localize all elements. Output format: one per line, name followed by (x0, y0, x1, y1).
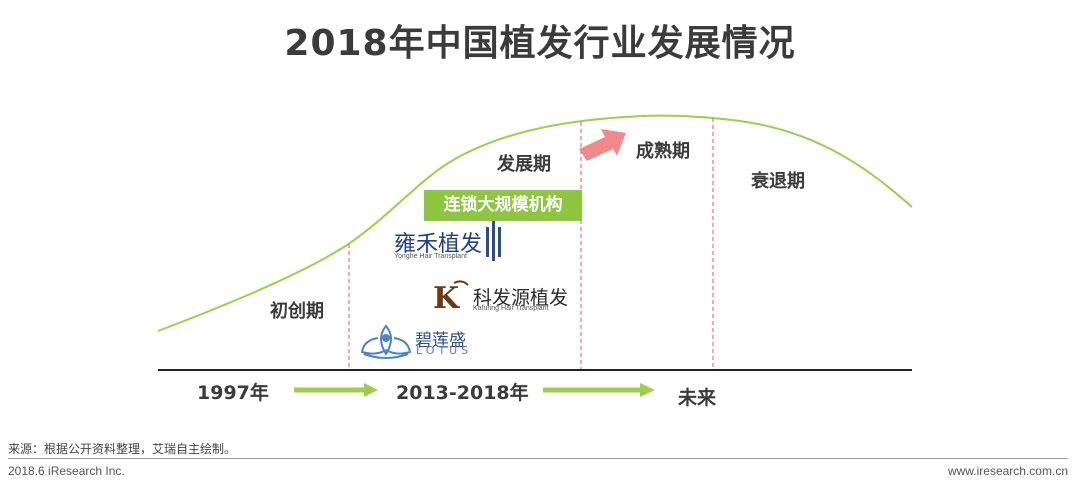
svg-text:K: K (433, 281, 460, 316)
footer-website: www.iresearch.com.cn (947, 464, 1068, 478)
chain-institution-badge: 连锁大规模机构 (424, 190, 582, 221)
phase-decline: 衰退期 (751, 171, 805, 192)
lotus-brand-name: 碧莲盛 (415, 331, 466, 351)
timeline-future-label: 未来 (678, 387, 717, 409)
timeline-middle-label: 2013-2018年 (396, 382, 529, 404)
lifecycle-curve (157, 114, 913, 332)
yonghe-brand-english: Yonghe Hair Transplant (394, 253, 467, 260)
arrow-up-right-icon (579, 129, 626, 161)
yonghe-brand-name: 雍禾植发 (394, 232, 483, 257)
phase-growth: 发展期 (497, 154, 551, 175)
timeline-start-label: 1997年 (197, 382, 269, 404)
arrow-right-icon (543, 383, 655, 397)
lotus-brand-english: LOTUS (416, 344, 473, 357)
kafuring-brand-english: Kafuring Hair Transplant (473, 305, 549, 312)
yonghe-logo-icon (486, 221, 501, 261)
arrow-right-icon (294, 383, 378, 397)
phase-mature: 成熟期 (636, 141, 690, 162)
page-title: 2018年中国植发行业发展情况 (284, 23, 796, 64)
phase-startup: 初创期 (270, 301, 324, 322)
source-note: 来源：根据公开资料整理，艾瑞自主绘制。 (8, 442, 237, 456)
lotus-logo-icon (360, 324, 412, 359)
kafuring-logo-icon: K (433, 280, 469, 316)
footer-divider (8, 458, 1068, 459)
kafuring-brand-name: 科发源植发 (473, 287, 569, 309)
footer-copyright: 2018.6 iResearch Inc. (8, 464, 125, 478)
